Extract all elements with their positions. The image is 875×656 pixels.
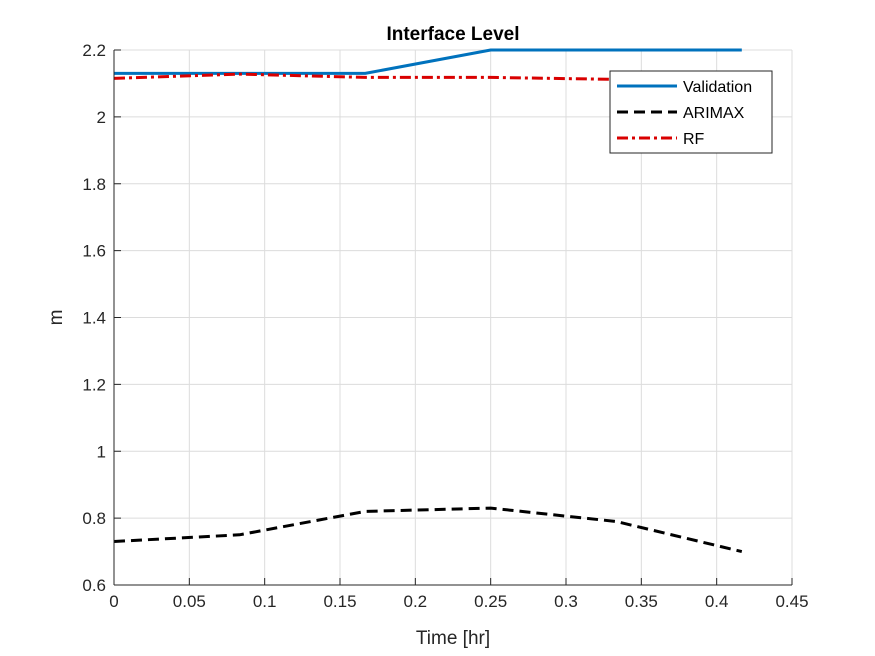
legend-label-validation: Validation: [683, 79, 752, 96]
x-tick-label: 0: [109, 592, 118, 611]
y-tick-label: 1.8: [82, 175, 106, 194]
x-tick-label: 0.15: [323, 592, 356, 611]
x-axis-title: Time [hr]: [416, 628, 490, 649]
x-tick-label: 0.05: [173, 592, 206, 611]
y-tick-label: 0.6: [82, 576, 106, 595]
y-tick-label: 1.4: [82, 309, 106, 328]
y-axis-title: m: [46, 310, 67, 326]
legend-label-rf: RF: [683, 131, 705, 148]
x-tick-label: 0.3: [554, 592, 578, 611]
chart-title: Interface Level: [386, 24, 519, 45]
legend-label-arimax: ARIMAX: [683, 105, 745, 122]
x-tick-label: 0.4: [705, 592, 729, 611]
axes: [113, 49, 793, 586]
y-tick-labels: 0.6 0.8 1 1.2 1.4 1.6 1.8 2 2.2: [82, 41, 106, 595]
x-tick-label: 0.45: [775, 592, 808, 611]
x-tick-label: 0.25: [474, 592, 507, 611]
x-tick-label: 0.35: [625, 592, 658, 611]
y-tick-label: 2.2: [82, 41, 106, 60]
x-tick-label: 0.1: [253, 592, 277, 611]
x-tick-label: 0.2: [404, 592, 428, 611]
series-line-arimax: [113, 506, 743, 554]
grid-lines: [113, 49, 793, 586]
y-tick-label: 2: [97, 108, 106, 127]
y-tick-label: 1.2: [82, 375, 106, 394]
legend: Validation ARIMAX RF: [609, 70, 773, 154]
y-tick-label: 1: [97, 442, 106, 461]
y-tick-label: 1.6: [82, 242, 106, 261]
x-tick-labels: 0 0.05 0.1 0.15 0.2 0.25 0.3 0.35 0.4 0.45: [109, 592, 808, 611]
y-tick-label: 0.8: [82, 509, 106, 528]
